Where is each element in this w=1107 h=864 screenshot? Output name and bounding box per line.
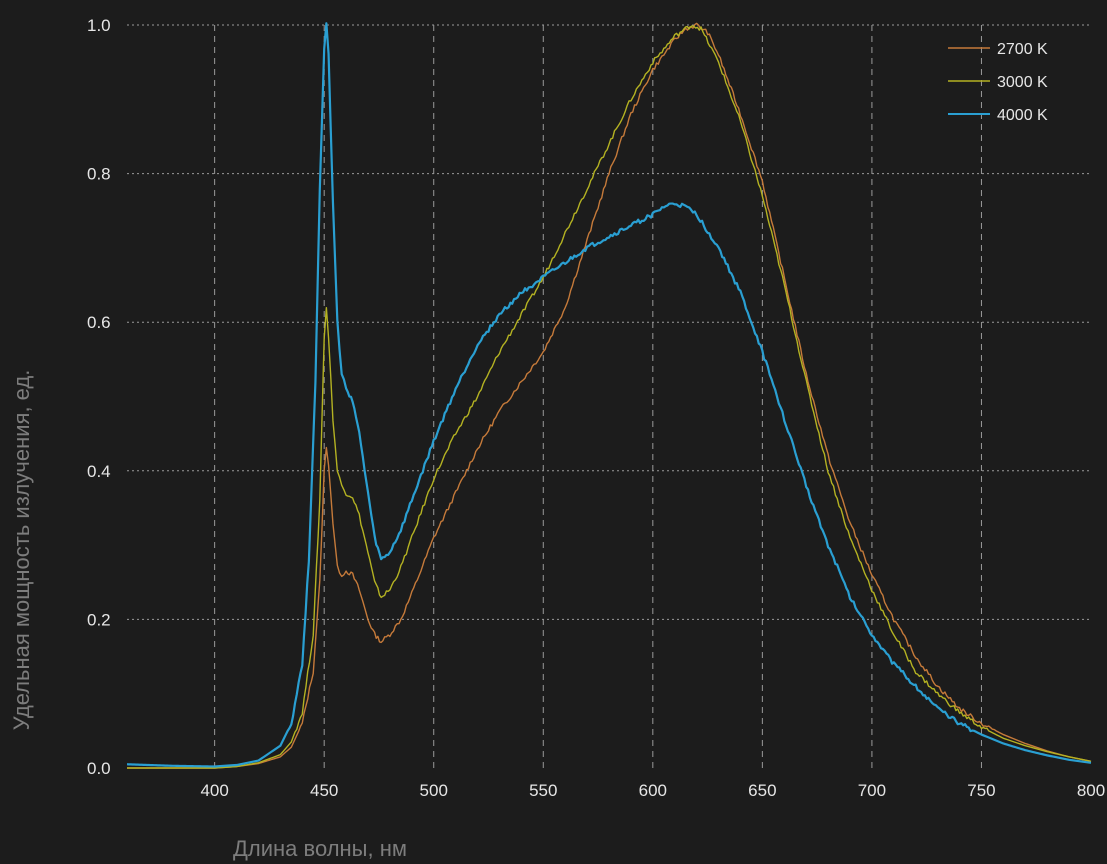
x-tick-label: 800 bbox=[1077, 781, 1105, 800]
x-tick-label: 450 bbox=[310, 781, 338, 800]
y-tick-label: 0.6 bbox=[87, 313, 111, 332]
x-tick-label: 500 bbox=[420, 781, 448, 800]
x-tick-label: 550 bbox=[529, 781, 557, 800]
series-layer bbox=[126, 22, 1092, 769]
y-axis-title: Удельная мощность излучения, ед. bbox=[9, 370, 34, 731]
y-tick-label: 0.8 bbox=[87, 165, 111, 184]
x-tick-label: 650 bbox=[748, 781, 776, 800]
x-tick-label: 700 bbox=[858, 781, 886, 800]
legend: 2700 K 3000 K 4000 K bbox=[948, 41, 1048, 124]
y-tick-label: 1.0 bbox=[87, 16, 111, 35]
x-tick-label: 400 bbox=[200, 781, 228, 800]
series-line-4000-k bbox=[126, 22, 1092, 768]
legend-label: 3000 K bbox=[997, 74, 1048, 91]
legend-label: 4000 K bbox=[997, 107, 1048, 124]
x-tick-label: 750 bbox=[967, 781, 995, 800]
series-line-3000-k bbox=[127, 25, 1092, 769]
x-tick-label: 600 bbox=[639, 781, 667, 800]
tick-labels: 0.0 0.2 0.4 0.6 0.8 1.0 400 450 500 550 600 650 700 7… bbox=[87, 16, 1105, 800]
legend-label: 2700 K bbox=[997, 41, 1048, 58]
x-axis-title: Длина волны, нм bbox=[233, 836, 407, 861]
y-tick-label: 0.4 bbox=[87, 462, 111, 481]
y-tick-label: 0.0 bbox=[87, 759, 111, 778]
y-tick-label: 0.2 bbox=[87, 610, 111, 629]
series-line-2700-k bbox=[127, 22, 1092, 769]
